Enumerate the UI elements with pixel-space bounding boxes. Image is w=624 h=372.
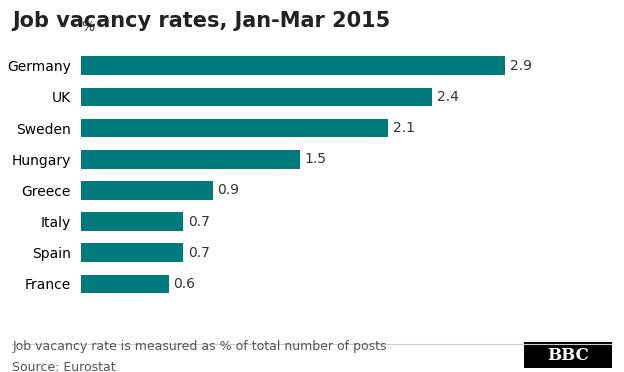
Text: 2.1: 2.1 [392,121,414,135]
Text: BBC: BBC [547,347,588,364]
Text: 0.7: 0.7 [188,215,210,228]
Text: %: % [81,20,94,34]
Text: Job vacancy rates, Jan-Mar 2015: Job vacancy rates, Jan-Mar 2015 [12,11,391,31]
Text: 1.5: 1.5 [305,152,327,166]
Text: 2.4: 2.4 [437,90,459,104]
Bar [81,57,505,75]
Bar [81,181,213,200]
Text: 0.6: 0.6 [173,277,195,291]
Text: 2.9: 2.9 [510,59,532,73]
Bar [81,212,183,231]
Text: Source: Eurostat: Source: Eurostat [12,361,116,372]
Bar [81,243,183,262]
Text: 0.7: 0.7 [188,246,210,260]
Text: 0.9: 0.9 [217,183,239,198]
Bar [81,119,388,138]
Bar [81,275,169,293]
Bar [81,150,301,169]
Text: Job vacancy rate is measured as % of total number of posts: Job vacancy rate is measured as % of tot… [12,340,387,353]
Bar [81,88,432,106]
